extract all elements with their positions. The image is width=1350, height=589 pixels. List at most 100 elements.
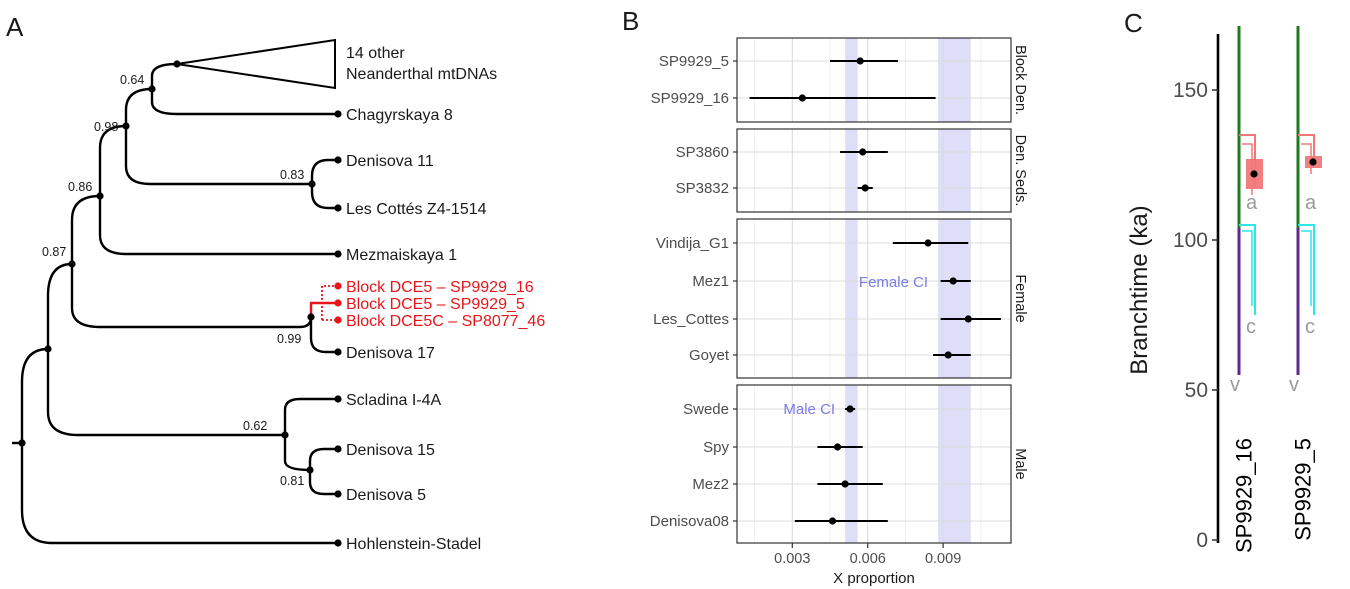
x-tick-label: 0.009 xyxy=(925,551,961,567)
ci-band xyxy=(845,129,858,212)
point-estimate xyxy=(856,57,864,65)
tree-node xyxy=(44,345,52,353)
support-0-98: 0.98 xyxy=(94,120,118,134)
facet-strip-label: Male xyxy=(1012,448,1028,479)
tree-branch-n064 xyxy=(124,87,153,126)
row-label: Denisova08 xyxy=(650,513,729,530)
point-estimate xyxy=(833,443,842,451)
support-0-62: 0.62 xyxy=(243,419,267,433)
x-proportion-chart: SP9929_5 SP9929_16 Block Den. SP3860 SP3832 D… xyxy=(650,37,1028,587)
row-label: Swede xyxy=(683,401,729,418)
facet-strip-label: Female xyxy=(1012,274,1028,322)
x-axis-label: X proportion xyxy=(833,570,915,587)
facet-border xyxy=(736,128,1012,213)
tree-branch-n098 xyxy=(98,124,127,196)
ci-band xyxy=(845,38,858,122)
tree-node xyxy=(68,260,76,268)
support-0-86: 0.86 xyxy=(68,180,92,194)
panel-a-letter: A xyxy=(6,12,24,42)
tree-branch-scladina xyxy=(283,397,338,435)
x-tick-label: 0.003 xyxy=(774,551,810,567)
row-label: SP9929_5 xyxy=(659,53,729,70)
tree-branch-block-red xyxy=(309,301,338,317)
point-estimate xyxy=(861,184,869,192)
tree-branch-root-upper xyxy=(20,347,49,443)
cyan-bracket xyxy=(1298,224,1315,315)
row-label: Mez1 xyxy=(692,273,729,290)
support-0-83: 0.83 xyxy=(280,168,304,182)
support-0-87: 0.87 xyxy=(42,245,66,259)
collapsed-clade-triangle xyxy=(176,38,336,90)
tree-branch-n083 xyxy=(124,126,312,186)
marker-c: c xyxy=(1305,316,1315,338)
ci-band xyxy=(845,219,858,378)
tree-branch-root-lower xyxy=(20,443,338,545)
support-0-64: 0.64 xyxy=(120,73,144,87)
taxon-denisova11: Denisova 11 xyxy=(346,153,434,170)
ci-band xyxy=(845,385,858,543)
clade-label-line1: 14 other xyxy=(346,45,405,62)
tree-branch-n087 xyxy=(46,262,73,349)
taxon-denisova17: Denisova 17 xyxy=(346,345,435,362)
tree-branch-n099 xyxy=(70,264,313,329)
tree-branch-denisova17 xyxy=(309,317,338,354)
row-label: SP3860 xyxy=(676,144,729,161)
tree-branch-n062 xyxy=(46,349,285,437)
point-estimate xyxy=(964,315,972,323)
tree-node xyxy=(307,313,315,321)
tree-tip-red xyxy=(334,299,342,307)
tree-tip xyxy=(334,539,342,547)
tree-branch-n081 xyxy=(283,435,311,472)
point-estimate xyxy=(859,148,867,156)
marker-a: a xyxy=(1246,192,1258,214)
tree-tip xyxy=(334,490,342,498)
support-0-99: 0.99 xyxy=(277,332,301,346)
tree-tip xyxy=(334,348,342,356)
y-axis-label: Branchtime (ka) xyxy=(1126,205,1153,374)
taxon-hohlenstein: Hohlenstein-Stadel xyxy=(346,536,481,553)
tree-tip xyxy=(334,204,342,212)
tree-branch-chagyrskaya xyxy=(150,89,338,116)
row-label: SP9929_16 xyxy=(651,90,729,107)
marker-v: v xyxy=(1289,374,1299,396)
point-estimate xyxy=(828,517,837,525)
x-tick-label: 0.006 xyxy=(850,551,886,567)
branchtime-chart: 0 50 100 150 Branchtime (ka) a c v SP9929_16 a c v S… xyxy=(1126,26,1322,553)
taxon-block5c: Block DCE5C – SP8077_46 xyxy=(346,313,545,330)
male-ci-label: Male CI xyxy=(783,401,835,418)
taxon-denisova5: Denisova 5 xyxy=(346,487,426,504)
taxon-mezmaiskaya: Mezmaiskaya 1 xyxy=(346,247,457,264)
facet-strip-label: Block Den. xyxy=(1012,45,1028,115)
y-tick-label: 150 xyxy=(1173,79,1208,102)
facet-border xyxy=(736,37,1012,123)
tree-branch-denisova5 xyxy=(308,470,338,496)
tree-tip xyxy=(334,156,342,164)
marker-c: c xyxy=(1246,316,1256,338)
estimate-point xyxy=(1309,158,1317,166)
estimate-point xyxy=(1250,170,1258,178)
tree-node xyxy=(281,431,289,439)
tree-node xyxy=(148,85,156,93)
point-estimate xyxy=(846,405,854,413)
tree-node xyxy=(122,122,130,130)
cyan-bracket xyxy=(1239,224,1256,315)
point-estimate xyxy=(841,480,849,488)
tree-tip-red xyxy=(334,316,342,324)
tree-branch-clade xyxy=(150,62,178,89)
tree-node xyxy=(173,60,181,68)
cyan-bracket-inner xyxy=(1242,230,1253,306)
tree-tip xyxy=(334,445,342,453)
tree-branch-denisova11 xyxy=(310,158,338,184)
tree-branch-lescottes xyxy=(310,184,338,210)
y-tick-label: 0 xyxy=(1196,529,1208,552)
tree-branch-mezmaiskaya xyxy=(98,196,338,256)
tree-node-root xyxy=(18,439,26,447)
taxon-block16: Block DCE5 – SP9929_16 xyxy=(346,279,534,296)
panel-c-letter: C xyxy=(1124,8,1143,38)
tree-node xyxy=(96,192,104,200)
row-label: SP3832 xyxy=(676,180,729,197)
facet-strip-label: Den. Seds. xyxy=(1012,135,1028,207)
tree-tip xyxy=(334,395,342,403)
female-ci-label: Female CI xyxy=(859,274,928,291)
tree-tip xyxy=(334,250,342,258)
